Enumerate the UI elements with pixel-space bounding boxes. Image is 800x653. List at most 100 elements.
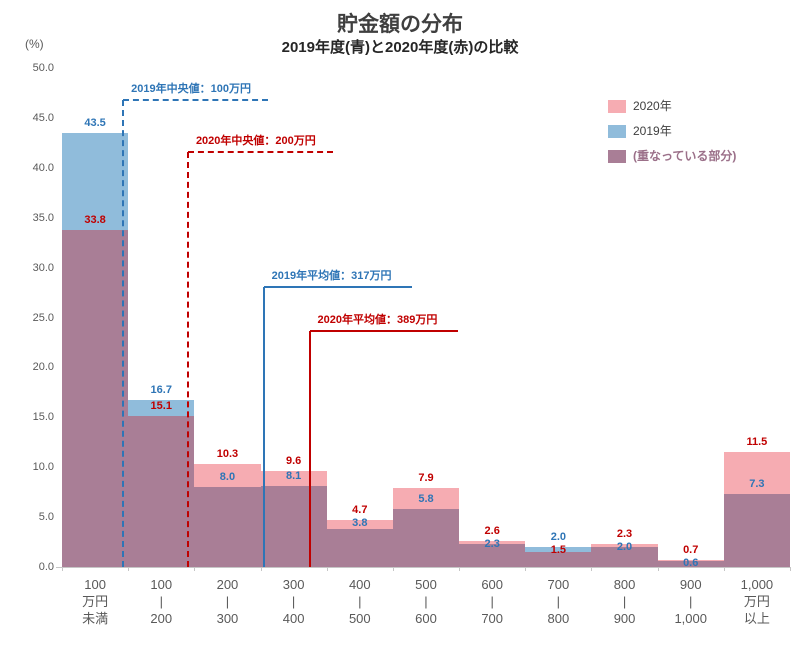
y-tick-label: 45.0: [32, 111, 54, 124]
annotation-line-horizontal: [123, 98, 269, 101]
bar-value-label: 0.6: [683, 557, 699, 569]
bar-overlap-segment: [525, 552, 592, 567]
bar-top-segment: [591, 544, 658, 548]
bar-top-segment: [459, 541, 526, 545]
bar-value-label: 3.8: [352, 517, 368, 530]
annotation-line-horizontal: [263, 285, 412, 288]
bar-value-label: 8.1: [285, 470, 302, 483]
bar-value-label: 1.5: [550, 544, 566, 557]
y-tick-label: 35.0: [32, 211, 54, 224]
y-tick-label: 10.0: [32, 461, 54, 474]
x-category-label: 1,000 万円 以上: [740, 577, 774, 626]
legend-label: 2019年: [633, 124, 672, 138]
bar-value-label: 2.0: [550, 531, 566, 544]
bar-overlap-segment: [260, 486, 327, 567]
bar-overlap-segment: [128, 416, 195, 567]
bar-value-label: 15.1: [150, 400, 172, 413]
chart-subtitle: 2019年度(青)と2020年度(赤)の比較: [281, 39, 519, 56]
annotation-label: 2019年中央値：100万円: [131, 82, 251, 95]
bar-value-label: 2.6: [484, 525, 500, 538]
legend-swatch: [608, 125, 626, 138]
bar-top-segment: [326, 520, 393, 530]
bar-value-label: 0.7: [683, 544, 699, 556]
y-tick-label: 40.0: [32, 161, 54, 174]
annotation-line-horizontal: [187, 150, 333, 153]
x-category-label: 200 | 300: [216, 577, 239, 626]
annotation-label: 2019年平均値：317万円: [271, 269, 392, 282]
bar-value-label: 9.6: [285, 455, 302, 468]
y-tick-label: 20.0: [32, 361, 54, 374]
x-axis-tick: [658, 567, 659, 571]
x-category-label: 400 | 500: [348, 577, 371, 626]
bar-overlap-segment: [657, 561, 724, 567]
bar-top-segment: [128, 400, 195, 417]
x-axis-tick: [128, 567, 129, 571]
bar-value-label: 7.9: [418, 472, 434, 485]
bar-value-label: 2.3: [616, 528, 633, 541]
bar-overlap-segment: [392, 509, 460, 567]
legend-swatch: [608, 100, 626, 113]
x-category-label: 900 | 1,000: [674, 577, 707, 626]
x-axis-tick: [724, 567, 725, 571]
x-axis-tick: [327, 567, 328, 571]
legend-swatch: [608, 150, 626, 163]
x-axis-tick: [194, 567, 195, 571]
x-category-label: 500 | 600: [415, 577, 437, 626]
bar-top-segment: [525, 547, 592, 553]
y-tick-label: 25.0: [32, 311, 54, 324]
legend-label: (重なっている部分): [633, 149, 737, 163]
y-tick-label: 30.0: [32, 261, 54, 274]
bar-top-segment: [723, 452, 790, 495]
x-axis-tick: [591, 567, 592, 571]
bar-value-label: 7.3: [749, 478, 765, 491]
x-category-label: 100 万円 未満: [82, 577, 109, 626]
annotation-label: 2020年中央値：200万円: [195, 134, 316, 147]
annotation-line-horizontal: [309, 330, 458, 333]
bar-value-label: 43.5: [84, 116, 106, 129]
x-axis-tick: [261, 567, 262, 571]
bar-top-segment: [657, 560, 724, 561]
x-category-label: 700 | 800: [547, 577, 570, 626]
bar-value-label: 11.5: [746, 436, 768, 449]
y-tick-label: 5.0: [38, 511, 54, 524]
bar-value-label: 33.8: [84, 213, 106, 226]
annotation-label: 2020年平均値：389万円: [317, 314, 438, 327]
x-axis-line: [56, 567, 790, 568]
bar-overlap-segment: [194, 487, 261, 567]
legend-label: 2020年: [633, 99, 672, 113]
x-category-label: 600 | 700: [481, 577, 504, 626]
bar-value-label: 4.7: [352, 504, 368, 517]
annotation-line-vertical: [186, 151, 189, 567]
bar-value-label: 5.8: [418, 493, 434, 506]
x-category-label: 800 | 900: [613, 577, 636, 626]
bar-top-segment: [194, 464, 261, 488]
annotation-line-vertical: [308, 331, 311, 567]
bar-top-segment: [392, 488, 460, 510]
bar-value-label: 8.0: [219, 471, 236, 484]
bar-top-segment: [62, 132, 129, 230]
x-axis-tick: [459, 567, 460, 571]
x-axis-tick: [62, 567, 63, 571]
bar-value-label: 10.3: [216, 448, 239, 461]
bar-overlap-segment: [723, 494, 790, 567]
bar-overlap-segment: [62, 229, 129, 567]
y-tick-label: 50.0: [32, 62, 54, 74]
y-tick-label: 15.0: [32, 411, 54, 424]
x-axis-tick: [790, 567, 791, 571]
chart-title: 貯金額の分布: [337, 13, 463, 36]
annotation-line-vertical: [122, 99, 125, 567]
bar-value-label: 2.3: [484, 538, 500, 551]
bar-overlap-segment: [326, 529, 393, 567]
bar-overlap-segment: [459, 544, 526, 567]
annotation-line-vertical: [262, 286, 265, 567]
bar-value-label: 16.7: [150, 384, 172, 397]
bar-overlap-segment: [591, 547, 658, 567]
x-category-label: 100 | 200: [150, 577, 173, 626]
bar-value-label: 2.0: [616, 541, 633, 554]
x-axis-tick: [525, 567, 526, 571]
x-category-label: 300 | 400: [282, 577, 305, 626]
y-axis-unit-label: (%): [25, 37, 44, 51]
y-tick-label: 0.0: [38, 561, 54, 573]
